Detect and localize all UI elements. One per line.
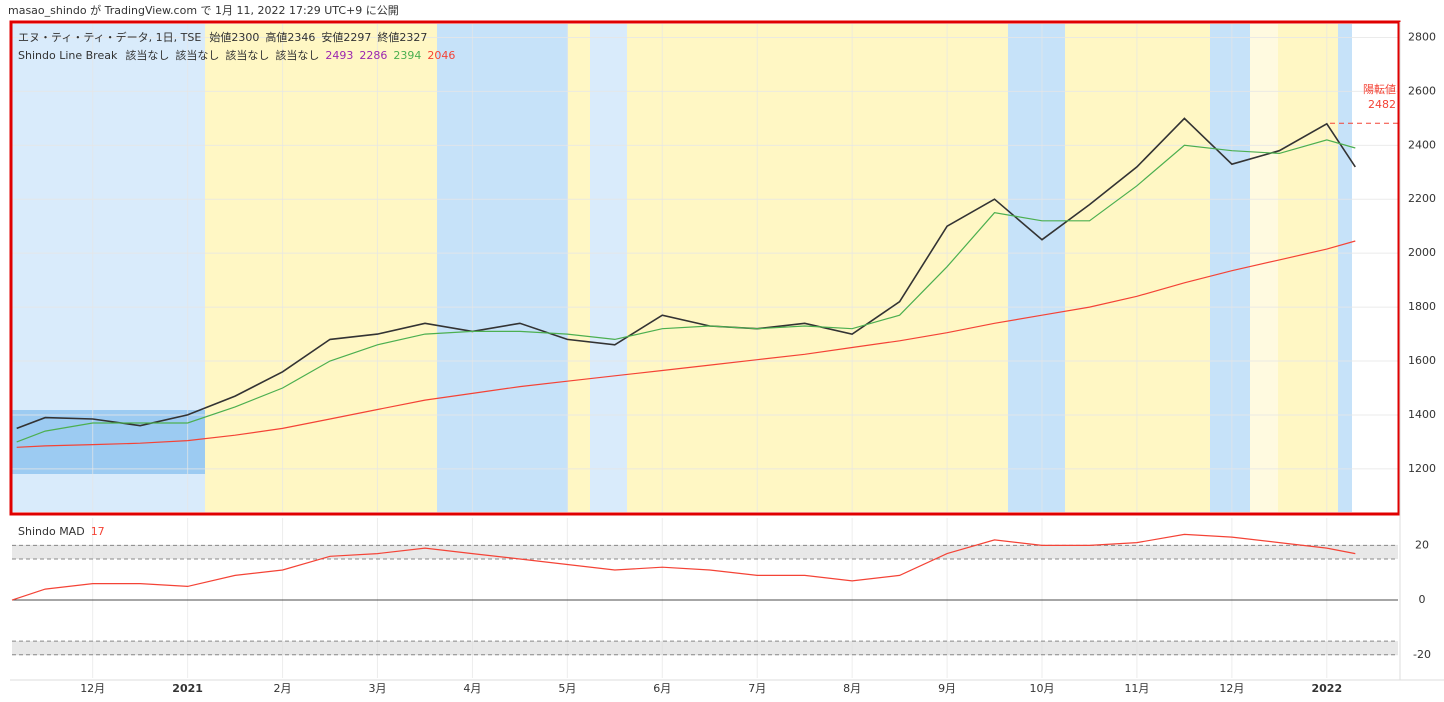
ohlc-value: 安値2297 [321, 30, 371, 44]
indicator-status: 該当なし [175, 48, 219, 62]
series-line [16, 240, 1356, 448]
x-tick-label: 12月 [1219, 682, 1244, 695]
ohlc-value: 高値2346 [265, 30, 315, 44]
indicator-status: 該当なし [225, 48, 269, 62]
indicator-value: 2493 [325, 49, 353, 62]
x-tick-label: 9月 [938, 682, 956, 695]
last-value: 17 [91, 525, 105, 538]
x-tick-label: 2022 [1311, 682, 1342, 695]
indicator-status: 該当なし [275, 48, 319, 62]
indicator-status: 該当なし [125, 48, 169, 62]
y-tick-label: 2200 [1408, 192, 1436, 205]
background-regions [12, 24, 1352, 512]
x-tick-label: 3月 [368, 682, 386, 695]
x-tick-label: 7月 [748, 682, 766, 695]
x-tick-label: 4月 [463, 682, 481, 695]
ohlc-value: 終値2327 [377, 30, 427, 44]
x-tick-label: 2月 [274, 682, 292, 695]
indicator-value: 2286 [359, 49, 387, 62]
y-tick-label: 1200 [1408, 462, 1436, 475]
symbol-title: エヌ・ティ・ティ・データ, 1日, TSE [18, 30, 201, 44]
x-tick-label: 10月 [1030, 682, 1055, 695]
ohlc-value: 始値2300 [209, 30, 259, 44]
level-band [12, 641, 1398, 655]
x-tick-label: 11月 [1124, 682, 1149, 695]
y-tick-label: 2600 [1408, 84, 1436, 97]
y-tick-label: 2400 [1408, 138, 1436, 151]
y-tick-label: 2000 [1408, 246, 1436, 259]
indicator-value: 2394 [393, 49, 421, 62]
y-tick-label: 1400 [1408, 408, 1436, 421]
x-tick-label: 12月 [80, 682, 105, 695]
y-tick-label: 2800 [1408, 30, 1436, 43]
y-tick-label: 20 [1415, 538, 1429, 551]
x-tick-label: 6月 [653, 682, 671, 695]
series-line [16, 117, 1356, 430]
published-note: masao_shindo が TradingView.com で 1月 11, … [8, 3, 399, 17]
level-band [12, 545, 1398, 560]
annotation-label: 陽転値 [1363, 83, 1396, 96]
y-tick-label: -20 [1413, 648, 1431, 661]
x-tick-label: 2021 [172, 682, 203, 695]
y-tick-label: 1600 [1408, 354, 1436, 367]
series-line [16, 139, 1356, 443]
series-line [11, 533, 1356, 601]
annotation-value: 2482 [1368, 98, 1396, 111]
chart-layer: 1200 1400 1600 1800 2000 2200 2400 2600 2800 -20 0… [11, 24, 1436, 695]
highlight-frame [9, 20, 1401, 516]
x-tick-label: 5月 [558, 682, 576, 695]
pane-title: Shindo MAD [18, 525, 85, 538]
indicator-value: 2046 [427, 49, 455, 62]
x-tick-label: 8月 [843, 682, 861, 695]
y-tick-label: 0 [1419, 593, 1426, 606]
indicator-name: Shindo Line Break [18, 49, 118, 62]
y-tick-label: 1800 [1408, 300, 1436, 313]
